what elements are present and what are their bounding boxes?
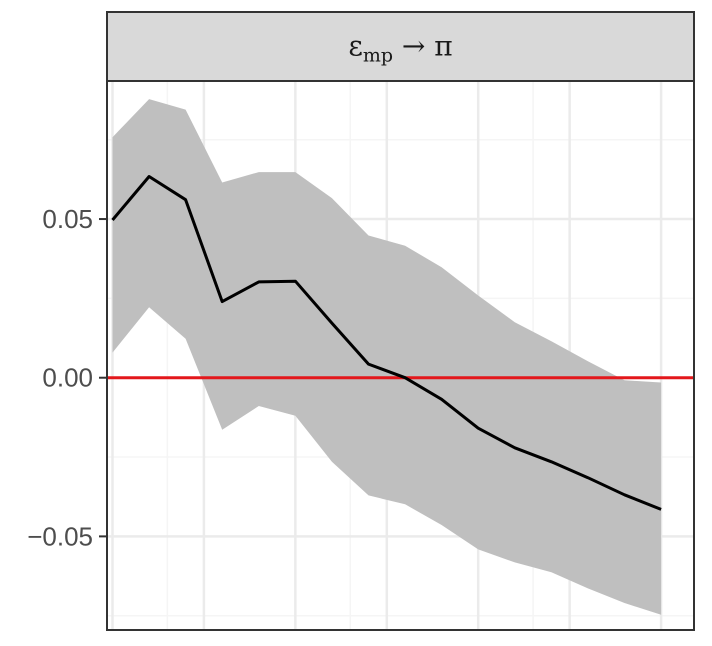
facet-strip-background bbox=[106, 11, 695, 82]
confidence-band-layer bbox=[112, 99, 662, 615]
confidence-band bbox=[112, 99, 662, 615]
y-axis-tick-label: 0.05 bbox=[42, 204, 93, 234]
facet-label-main: ε bbox=[348, 30, 363, 63]
y-axis-tick-label: 0.00 bbox=[42, 363, 93, 393]
response-line bbox=[111, 175, 662, 511]
facet-label-subscript: mp bbox=[363, 45, 393, 67]
facet-strip-label: εmp → π bbox=[348, 30, 452, 67]
y-axis: 0.05 0.00 −0.05 bbox=[27, 204, 107, 551]
response-line-layer bbox=[111, 175, 662, 511]
y-axis-tick-label: −0.05 bbox=[27, 521, 93, 551]
facet-strip: εmp → π bbox=[106, 11, 695, 82]
facet-label-suffix: → π bbox=[393, 30, 453, 63]
